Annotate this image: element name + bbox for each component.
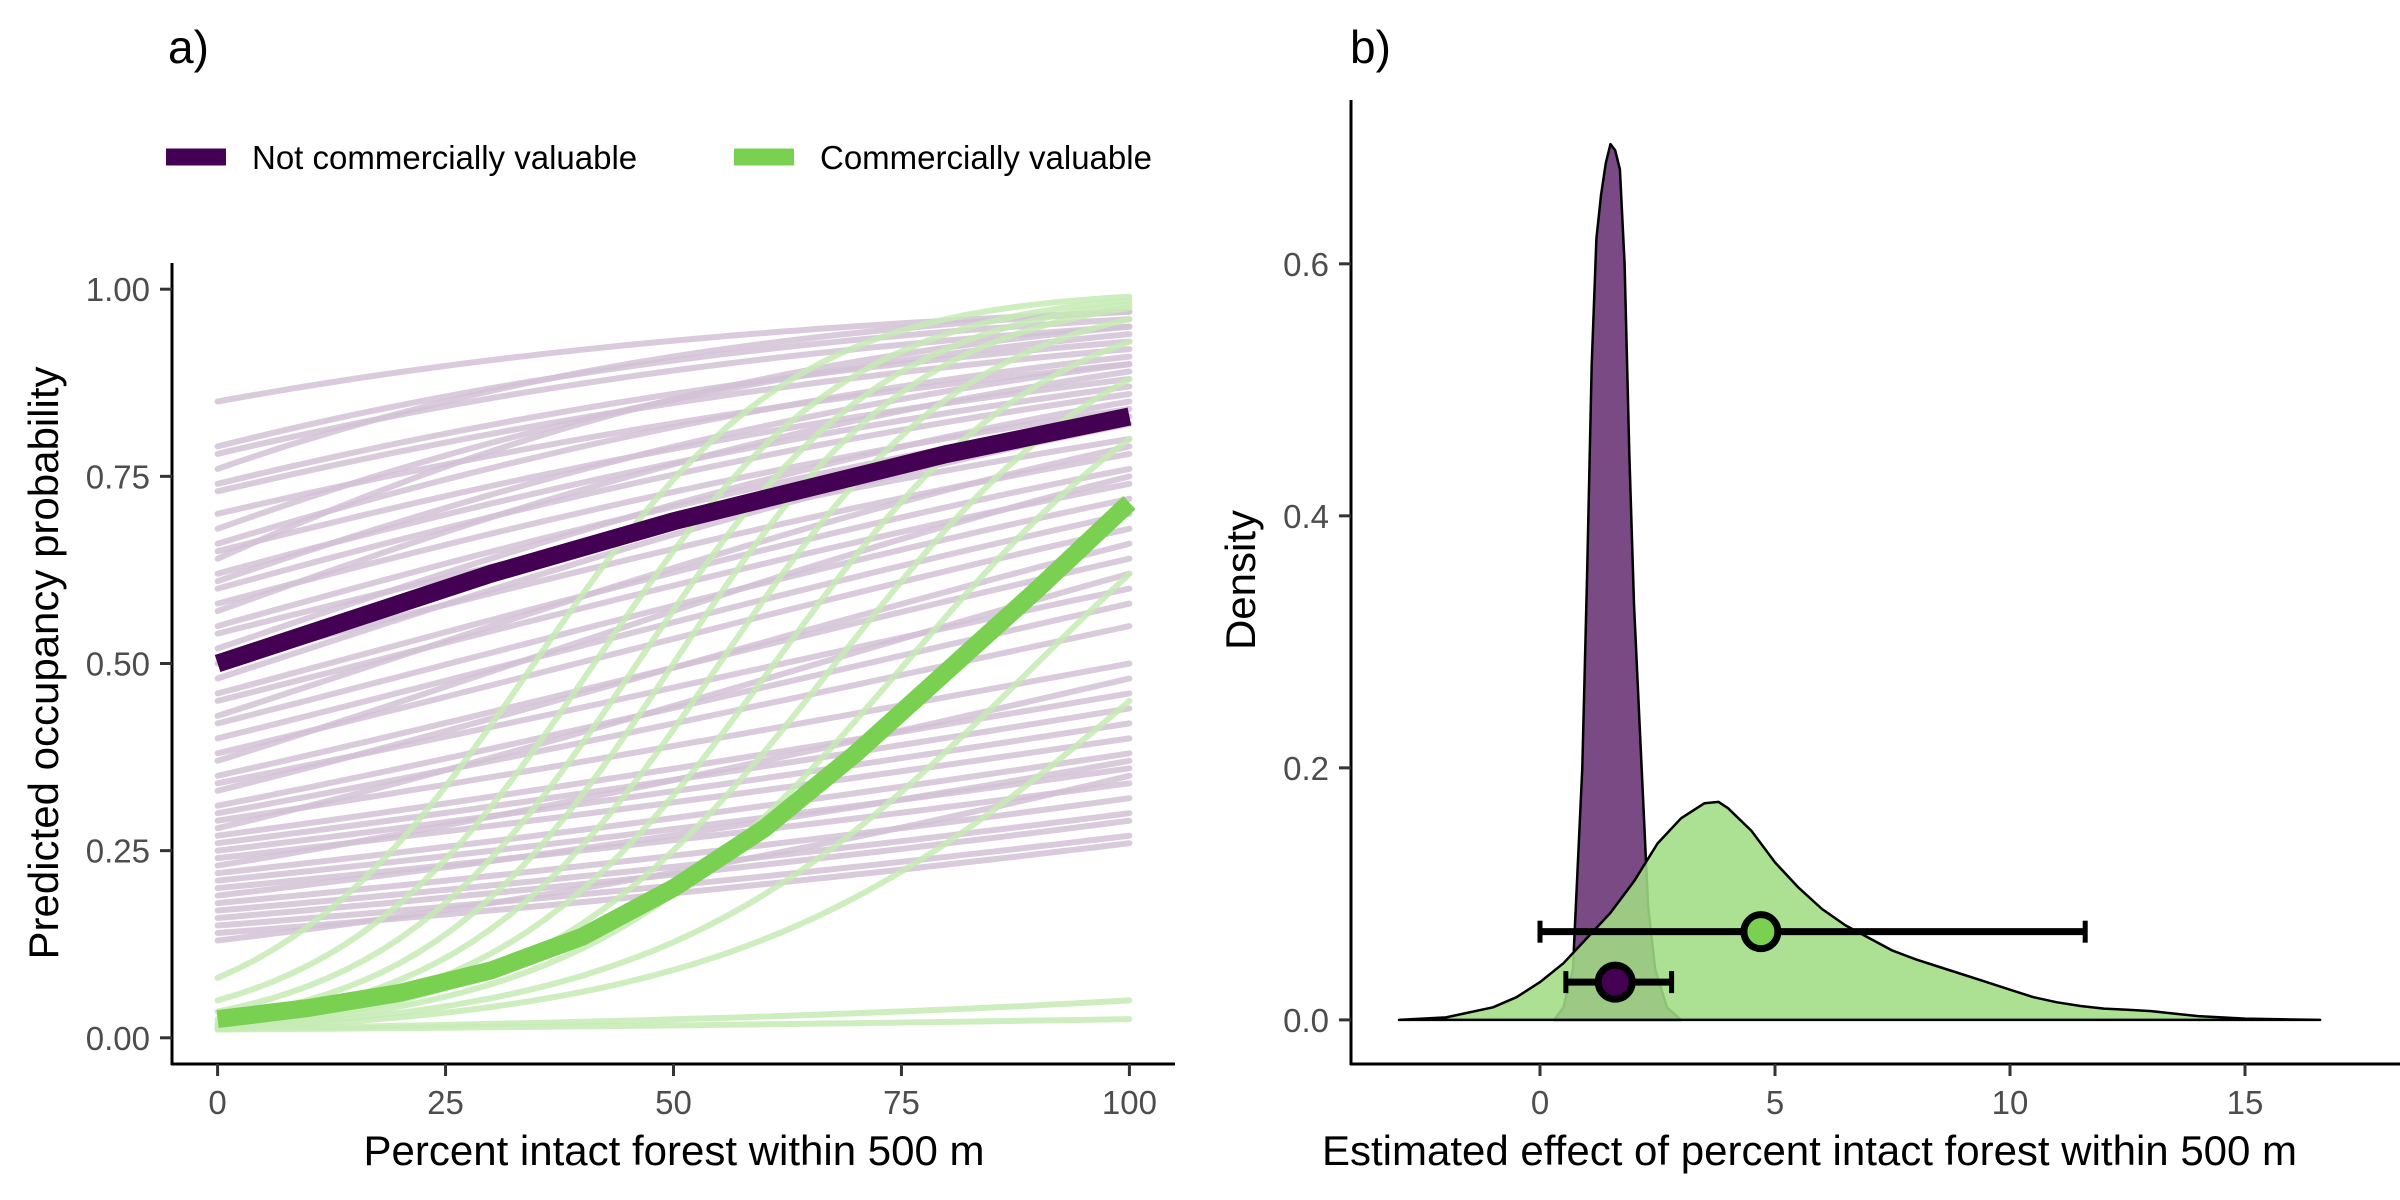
y-tick-label: 0.0 — [1283, 1002, 1329, 1039]
x-tick-label: 5 — [1766, 1084, 1784, 1121]
y-tick-label: 0.00 — [86, 1020, 150, 1057]
mean-curve-not-valuable — [214, 407, 1132, 673]
species-curve-valuable-4 — [214, 304, 1133, 1023]
panel-a: a) Not commercially valuable Commerciall… — [20, 21, 1175, 1174]
x-tick-label: 0 — [1531, 1084, 1549, 1121]
panel-b-point-ranges — [1537, 911, 2088, 1003]
species-curve-valuable-3 — [214, 301, 1133, 1015]
panel-b-density-areas — [1397, 142, 2322, 1022]
species-curve-valuable-2 — [214, 297, 1133, 1004]
panel-b: b) 0 5 10 15 0.0 0.2 0.4 0.6 Estimated effect … — [1217, 21, 2400, 1174]
density-valuable — [1397, 800, 2322, 1022]
x-tick-label: 25 — [427, 1084, 464, 1121]
x-tick-label: 10 — [1992, 1084, 2029, 1121]
y-tick-label: 0.6 — [1283, 246, 1329, 283]
panel-a-species-curves — [214, 293, 1133, 1033]
x-tick-label: 0 — [208, 1084, 226, 1121]
species-curve-valuable-9 — [214, 570, 1133, 1032]
species-curve-not-valuable-26 — [214, 510, 1133, 742]
species-curve-not-valuable-13 — [214, 361, 1133, 585]
panel-a-legend: Not commercially valuable Commercially v… — [166, 139, 1152, 176]
panel-b-y-ticks: 0.0 0.2 0.4 0.6 — [1283, 246, 1351, 1039]
species-curve-not-valuable-41 — [214, 750, 1133, 877]
species-curve-not-valuable-2 — [214, 316, 1133, 450]
species-curve-valuable-1 — [214, 293, 1133, 981]
point-range-not-valuable — [1563, 961, 1675, 1003]
panel-a-x-ticks: 0 25 50 75 100 — [208, 1064, 1157, 1121]
species-curve-not-valuable-6 — [214, 346, 1133, 495]
y-tick-label: 0.75 — [86, 458, 150, 495]
species-curve-not-valuable-16 — [214, 368, 1133, 615]
species-curve-not-valuable-50 — [214, 772, 1133, 944]
estimate-point — [1740, 911, 1782, 953]
x-tick-label: 100 — [1102, 1084, 1157, 1121]
panel-a-mean-curves — [214, 407, 1136, 1029]
x-tick-label: 50 — [655, 1084, 692, 1121]
species-curve-valuable-7 — [214, 376, 1133, 1030]
species-curve-not-valuable-40 — [214, 675, 1133, 869]
panel-a-label: a) — [168, 21, 209, 73]
species-curve-not-valuable-27 — [214, 525, 1133, 757]
panel-a-x-title: Percent intact forest within 500 m — [364, 1127, 985, 1174]
legend-label-not-valuable: Not commercially valuable — [252, 139, 637, 176]
species-curve-not-valuable-11 — [214, 323, 1133, 562]
legend-label-valuable: Commercially valuable — [820, 139, 1152, 176]
species-curve-not-valuable-46 — [214, 810, 1133, 914]
y-tick-label: 0.50 — [86, 646, 150, 683]
mean-curve-valuable — [216, 496, 1136, 1029]
species-curve-valuable-10 — [214, 697, 1133, 1032]
panel-b-label: b) — [1350, 21, 1391, 73]
panel-a-y-ticks: 0.00 0.25 0.50 0.75 1.00 — [86, 271, 172, 1057]
species-curve-valuable-12 — [214, 1016, 1133, 1033]
y-tick-label: 0.4 — [1283, 498, 1329, 535]
x-tick-label: 75 — [883, 1084, 920, 1121]
panel-b-axes — [1349, 100, 2400, 1066]
panel-a-y-title: Predicted occupancy probability — [20, 366, 67, 959]
point-range-valuable — [1537, 911, 2088, 953]
y-tick-label: 0.2 — [1283, 750, 1329, 787]
y-tick-label: 1.00 — [86, 271, 150, 308]
species-curve-not-valuable-24 — [214, 443, 1133, 719]
panel-b-x-ticks: 0 5 10 15 — [1531, 1064, 2264, 1121]
species-curve-not-valuable-5 — [214, 338, 1133, 487]
species-curve-not-valuable-34 — [214, 660, 1133, 824]
species-curve-not-valuable-14 — [214, 391, 1133, 592]
panel-b-y-title: Density — [1217, 510, 1264, 650]
panel-b-x-title: Estimated effect of percent intact fores… — [1322, 1127, 2297, 1174]
species-curve-not-valuable-35 — [214, 570, 1133, 832]
species-curve-not-valuable-33 — [214, 623, 1133, 817]
y-tick-label: 0.25 — [86, 833, 150, 870]
estimate-point — [1594, 961, 1636, 1003]
x-tick-label: 15 — [2227, 1084, 2264, 1121]
